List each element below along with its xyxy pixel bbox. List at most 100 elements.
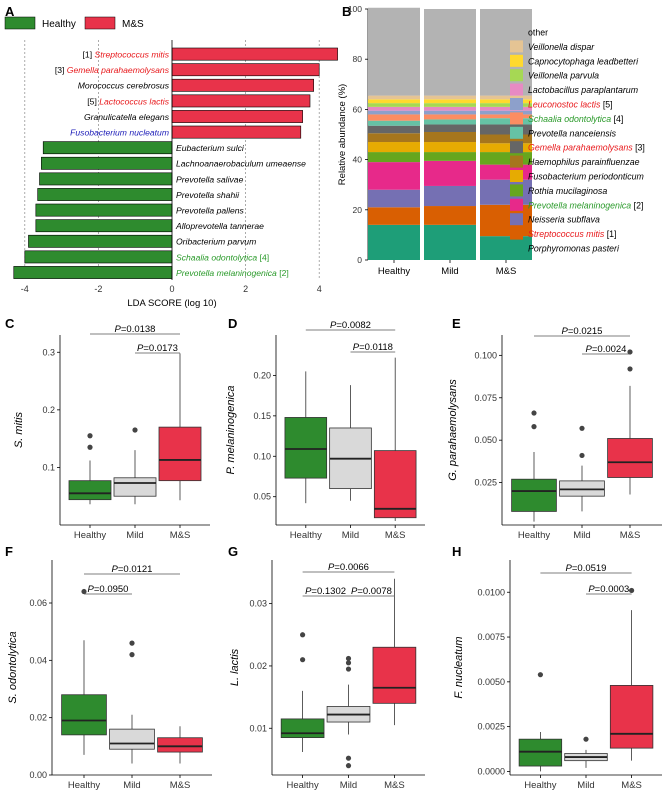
legend-name: Haemophilus parainfluenzae [528, 157, 640, 167]
taxon-tag: [2] [277, 268, 289, 278]
boxplot-H: 0.0000 0.0025 0.0050 0.0075 0.0100 F. nucleat… [453, 560, 662, 791]
box [61, 694, 107, 736]
taxon-name: Schaalia odontolytica [176, 252, 257, 262]
lda-bar [41, 156, 173, 170]
x-tick-label: Healthy [74, 530, 106, 541]
outlier-point [627, 366, 633, 372]
outlier-point [345, 755, 352, 761]
stack-segment [480, 110, 532, 115]
x-axis-label: LDA SCORE (log 10) [127, 298, 216, 309]
legend-swatch [510, 26, 523, 38]
lda-bar [171, 110, 303, 123]
y-tick-label: 0.0075 [477, 632, 505, 642]
legend-tag: [4] [611, 114, 623, 124]
p-value: =0.0003 [595, 584, 630, 595]
stack-segment [480, 204, 532, 237]
stack-segment [480, 103, 532, 107]
legend-swatch [510, 69, 523, 82]
stack-segment [480, 118, 532, 125]
p-value: =0.0024 [592, 344, 627, 355]
p-value: =0.0066 [334, 562, 369, 573]
x-tick-label: Mild [340, 780, 357, 791]
stack-segment [424, 152, 476, 161]
y-tick-label: 0.0000 [477, 766, 505, 776]
outlier-point [537, 672, 544, 678]
legend-swatch [510, 83, 523, 96]
taxon-label: Prevotella melaninogenica [2] [176, 268, 289, 278]
legend-swatch [84, 16, 116, 30]
x-tick-label: Mild [573, 530, 590, 541]
stack-segment [368, 162, 420, 190]
stack-segment [368, 224, 420, 260]
p-symbol: P [328, 562, 335, 573]
lda-bar [39, 172, 173, 186]
legend-name: Prevotella nanceiensis [528, 128, 617, 138]
legend-label: Lactobacillus paraplantarum [528, 85, 638, 95]
pvalue-label: P=0.0519 [566, 563, 607, 574]
p-value: =0.0519 [572, 563, 607, 574]
x-tick-label: M&S [621, 780, 642, 791]
outlier-point [579, 452, 585, 459]
stack-segment [480, 114, 532, 119]
p-symbol: P [353, 342, 360, 353]
pvalue-label: P=0.0078 [351, 586, 392, 597]
y-tick-label: 40 [353, 155, 363, 165]
pvalue-label: P=0.0082 [330, 320, 371, 331]
stack-segment [424, 124, 476, 132]
y-tick-label: 0.02 [29, 713, 47, 723]
x-tick-label: M&S [384, 780, 405, 791]
box [280, 718, 325, 739]
y-tick-label: 0.15 [253, 411, 271, 421]
taxon-tag: [3] [55, 65, 67, 75]
x-tick-label: Healthy [518, 530, 550, 541]
x-tick-label: Mild [126, 530, 143, 541]
outlier-point [531, 410, 537, 416]
taxon-name: Streptococcus mitis [94, 50, 169, 60]
panel-letter-A: A [5, 4, 15, 19]
boxplot-E: 0.025 0.050 0.075 0.100 G. parahaemolysans He… [447, 326, 662, 541]
stack-segment [424, 185, 476, 207]
legend-label: Rothia mucilaginosa [528, 186, 607, 196]
taxon-name: Lactococcus lactis [99, 96, 169, 106]
x-tick-label: 4 [317, 284, 322, 294]
taxon-label: Granulicatella elegans [84, 112, 170, 122]
p-symbol: P [305, 586, 312, 597]
panel-letter-E: E [452, 316, 461, 331]
stack-segment [424, 142, 476, 153]
boxplot-D: 0.05 0.10 0.15 0.20 P. melaninogenica Healthy… [225, 320, 425, 541]
legend-label: Porphyromonas pasteri [528, 244, 620, 254]
stack-segment [424, 106, 476, 111]
outlier-point [345, 655, 352, 662]
y-tick-label: 0.0025 [477, 722, 505, 732]
legend-name: Leuconostoc lactis [528, 100, 601, 110]
taxon-name: Granulicatella elegans [84, 112, 170, 122]
taxon-label: [3] Gemella parahaemolysans [55, 65, 170, 75]
taxon-tag: [5] [87, 96, 99, 106]
legend-swatch [510, 198, 523, 211]
taxon-tag: [1] [83, 50, 95, 60]
taxon-name: Fusobacterium nucleatum [70, 128, 169, 138]
y-tick-label: 0.05 [253, 492, 271, 502]
stack-segment [424, 9, 476, 96]
y-tick-label: 0.04 [29, 655, 47, 665]
taxon-label: Prevotella salivae [176, 174, 244, 184]
taxon-name: Gemella parahaemolysans [67, 65, 170, 75]
pvalue-label: P=0.0121 [112, 564, 153, 575]
taxon-label: Lachnoanaerobaculum umeaense [176, 159, 306, 169]
legend-swatch [510, 54, 523, 67]
taxon-label: Prevotella pallens [176, 206, 245, 216]
taxon-label: [1] Streptococcus mitis [83, 50, 170, 60]
legend-label: M&S [122, 19, 144, 30]
y-tick-label: 20 [353, 205, 363, 215]
stack-segment [368, 110, 420, 115]
stack-segment [424, 206, 476, 225]
x-tick-label: 2 [243, 284, 248, 294]
lda-bar [13, 266, 173, 279]
y-tick-label: 80 [353, 54, 363, 64]
x-tick-label: Mild [441, 266, 458, 277]
y-tick-label: 0.100 [474, 350, 497, 360]
y-tick-label: 60 [353, 104, 363, 114]
legend-name: other [528, 28, 548, 38]
